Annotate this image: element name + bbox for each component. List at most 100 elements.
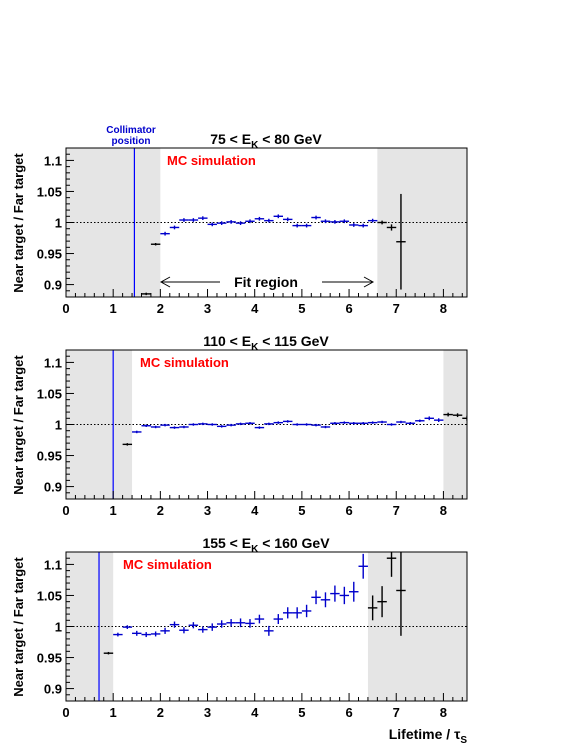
data-point — [358, 422, 368, 425]
data-point — [179, 218, 189, 222]
data-point — [367, 595, 378, 621]
y-tick-label: 1 — [55, 216, 62, 231]
data-point — [358, 553, 368, 579]
x-tick-label: 3 — [204, 705, 211, 720]
data-point — [377, 586, 387, 618]
data-point — [301, 223, 312, 228]
x-tick-label: 8 — [440, 503, 447, 518]
data-point — [349, 223, 359, 227]
data-point — [226, 423, 236, 427]
data-point — [264, 625, 274, 636]
data-point — [188, 218, 199, 222]
data-point — [226, 619, 236, 627]
x-tick-label: 5 — [298, 503, 305, 518]
data-point — [245, 219, 255, 224]
y-tick-label: 0.95 — [37, 449, 62, 464]
panel-title: 75 < EK < 80 GeV — [210, 131, 322, 151]
data-point — [320, 592, 331, 608]
x-tick-label: 0 — [62, 301, 69, 316]
y-tick-label: 1.05 — [37, 588, 62, 603]
data-point — [349, 581, 359, 602]
data-point — [377, 220, 387, 225]
collimator-label: Collimator — [106, 125, 156, 136]
data-point — [443, 412, 453, 417]
panel-title: 110 < EK < 115 GeV — [203, 333, 329, 353]
data-point — [235, 422, 246, 426]
x-tick-label: 5 — [298, 705, 305, 720]
excluded-regions — [66, 350, 467, 499]
y-axis-label: Near target / Far target — [11, 153, 26, 293]
data-point — [283, 420, 293, 423]
fit-region-arrow: Fit region — [159, 274, 375, 290]
data-point — [283, 607, 293, 619]
data-point — [198, 626, 208, 633]
collimator-label-2: position — [112, 136, 151, 147]
x-tick-label: 2 — [157, 503, 164, 518]
data-point — [377, 420, 387, 424]
x-tick-label: 1 — [110, 301, 117, 316]
x-tick-label: 5 — [298, 301, 305, 316]
data-point — [367, 421, 378, 424]
data-points — [103, 552, 406, 655]
data-point — [132, 430, 142, 434]
y-tick-label: 1.1 — [44, 153, 62, 168]
y-tick-label: 0.9 — [44, 278, 62, 293]
data-point — [198, 216, 208, 221]
data-point — [245, 422, 255, 425]
x-tick-label: 1 — [110, 503, 117, 518]
axes: 0 1 2 3 4 5 6 7 8 1.1 1.05 1 0.95 0.9 — [37, 349, 463, 518]
data-point — [169, 225, 180, 230]
data-point — [405, 422, 416, 425]
data-points — [141, 193, 406, 296]
y-tick-label: 1 — [55, 418, 62, 433]
y-tick-label: 0.95 — [37, 651, 62, 666]
data-point — [188, 622, 199, 629]
data-point — [150, 242, 161, 246]
y-tick-label: 1.05 — [37, 386, 62, 401]
x-tick-label: 8 — [440, 705, 447, 720]
data-point — [245, 619, 255, 628]
y-axis-label: Near target / Far target — [11, 557, 26, 697]
data-point — [226, 220, 236, 224]
data-point — [415, 419, 425, 423]
data-point — [179, 627, 189, 634]
x-tick-label: 1 — [110, 705, 117, 720]
x-tick-label: 7 — [393, 503, 400, 518]
data-point — [216, 221, 227, 225]
data-points — [122, 412, 467, 446]
data-point — [169, 426, 180, 429]
data-point — [433, 418, 444, 423]
panel-title: 155 < EK < 160 GeV — [202, 535, 330, 555]
panel-155-160: 0 1 2 3 4 5 6 7 8 1.1 1.05 1 0.95 0.9 155 < EK < 160 … — [11, 535, 468, 746]
data-point — [207, 623, 217, 631]
data-point — [462, 415, 467, 421]
data-point — [235, 221, 246, 225]
x-tick-label: 4 — [251, 503, 259, 518]
mc-simulation-label: MC simulation — [140, 355, 229, 370]
data-point — [254, 614, 265, 624]
x-tick-label: 6 — [345, 705, 352, 720]
data-point — [273, 421, 284, 424]
data-point — [188, 423, 199, 426]
data-point — [311, 423, 321, 427]
mc-simulation-label: MC simulation — [167, 153, 256, 168]
data-point — [141, 424, 151, 427]
y-tick-label: 1.1 — [44, 557, 62, 572]
data-point — [216, 425, 227, 428]
data-point — [396, 420, 406, 424]
data-point — [311, 215, 321, 220]
x-tick-label: 3 — [204, 301, 211, 316]
data-point — [292, 223, 302, 228]
data-point — [367, 218, 378, 223]
data-point — [292, 607, 302, 619]
data-point — [207, 222, 217, 227]
panel-110-115: 0 1 2 3 4 5 6 7 8 1.1 1.05 1 0.95 0.9 110 < EK < 115 … — [11, 333, 468, 518]
x-tick-label: 7 — [393, 705, 400, 720]
x-tick-label: 6 — [345, 301, 352, 316]
y-tick-label: 0.9 — [44, 480, 62, 495]
y-axis-label: Near target / Far target — [11, 355, 26, 495]
data-point — [103, 651, 114, 655]
data-point — [141, 632, 151, 638]
data-point — [452, 413, 463, 418]
